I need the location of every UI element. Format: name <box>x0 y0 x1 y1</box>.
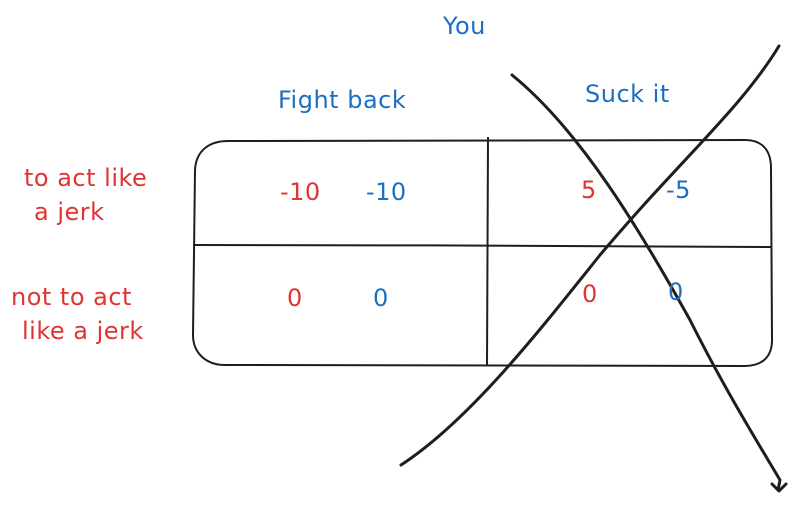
payoff-r1c1-red: -10 <box>280 178 321 206</box>
payoff-r2c2-red: 0 <box>582 280 598 308</box>
cross-out-stroke-ascending <box>399 44 781 467</box>
payoff-r2c1-blue: 0 <box>373 284 389 312</box>
payoff-r2c2-blue: 0 <box>668 278 684 306</box>
payoff-r1c2-blue: -5 <box>666 176 691 204</box>
column-header-fight-back: Fight back <box>278 86 407 114</box>
cross-out-arrowhead <box>770 482 788 493</box>
payoff-r2c1-red: 0 <box>287 284 303 312</box>
row-label-act-like-jerk-line1: to act like <box>24 164 148 192</box>
matrix-column-divider <box>486 136 489 367</box>
cross-out-stroke-descending <box>510 73 782 492</box>
matrix-row-divider <box>192 244 773 248</box>
matrix-border <box>192 139 773 367</box>
column-header-suck-it: Suck it <box>585 80 670 108</box>
column-player-label: You <box>443 12 486 40</box>
payoff-r1c1-blue: -10 <box>366 178 407 206</box>
payoff-r1c2-red: 5 <box>581 176 597 204</box>
row-label-act-like-jerk-line2: a jerk <box>34 198 105 226</box>
row-label-not-act-like-jerk-line1: not to act <box>11 283 132 311</box>
row-label-not-act-like-jerk-line2: like a jerk <box>22 317 144 345</box>
